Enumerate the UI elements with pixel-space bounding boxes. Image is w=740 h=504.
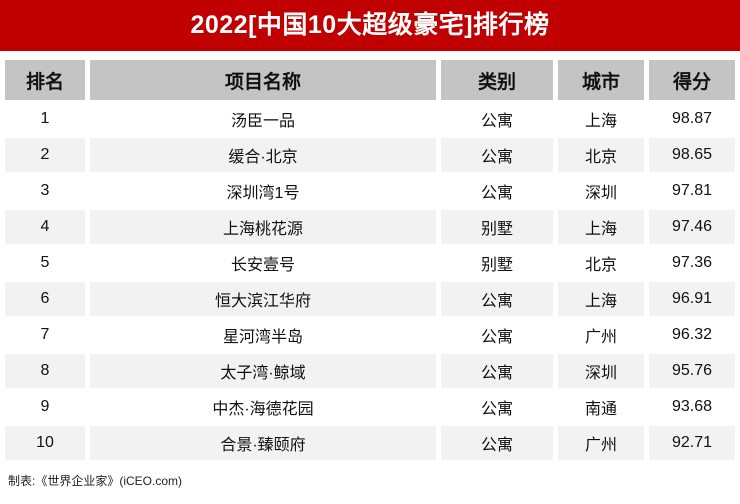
cell-city: 广州 [558, 318, 644, 352]
cell-rank: 10 [5, 426, 85, 460]
cell-name: 汤臣一品 [90, 102, 436, 136]
col-header-type: 类别 [441, 60, 553, 100]
cell-rank: 8 [5, 354, 85, 388]
cell-type: 公寓 [441, 174, 553, 208]
cell-city: 广州 [558, 426, 644, 460]
cell-type: 别墅 [441, 210, 553, 244]
source-credit: 制表:《世界企业家》(iCEO.com) [8, 474, 183, 488]
cell-type: 公寓 [441, 390, 553, 424]
table-row: 6 恒大滨江华府 公寓 上海 96.91 [5, 282, 735, 316]
table-row: 4 上海桃花源 别墅 上海 97.46 [5, 210, 735, 244]
cell-rank: 5 [5, 246, 85, 280]
cell-rank: 1 [5, 102, 85, 136]
table-row: 1 汤臣一品 公寓 上海 98.87 [5, 102, 735, 136]
cell-name: 合景·臻颐府 [90, 426, 436, 460]
cell-city: 上海 [558, 282, 644, 316]
cell-name: 星河湾半岛 [90, 318, 436, 352]
cell-type: 公寓 [441, 318, 553, 352]
table-row: 7 星河湾半岛 公寓 广州 96.32 [5, 318, 735, 352]
cell-score: 96.32 [649, 318, 735, 352]
title-bar: 2022[中国10大超级豪宅]排行榜 [0, 0, 740, 51]
col-header-name: 项目名称 [90, 60, 436, 100]
cell-score: 98.87 [649, 102, 735, 136]
cell-type: 公寓 [441, 426, 553, 460]
cell-name: 恒大滨江华府 [90, 282, 436, 316]
cell-score: 97.46 [649, 210, 735, 244]
cell-name: 太子湾·鲸域 [90, 354, 436, 388]
ranking-table: 排名 项目名称 类别 城市 得分 1 汤臣一品 公寓 上海 98.87 2 缓合… [0, 58, 740, 462]
col-header-score: 得分 [649, 60, 735, 100]
cell-type: 公寓 [441, 102, 553, 136]
table-row: 5 长安壹号 别墅 北京 97.36 [5, 246, 735, 280]
cell-name: 缓合·北京 [90, 138, 436, 172]
cell-city: 南通 [558, 390, 644, 424]
table-row: 8 太子湾·鲸域 公寓 深圳 95.76 [5, 354, 735, 388]
cell-name: 中杰·海德花园 [90, 390, 436, 424]
cell-name: 长安壹号 [90, 246, 436, 280]
cell-city: 上海 [558, 210, 644, 244]
cell-rank: 4 [5, 210, 85, 244]
cell-score: 97.81 [649, 174, 735, 208]
cell-score: 96.91 [649, 282, 735, 316]
cell-type: 公寓 [441, 354, 553, 388]
cell-score: 98.65 [649, 138, 735, 172]
cell-type: 公寓 [441, 282, 553, 316]
cell-rank: 6 [5, 282, 85, 316]
cell-name: 上海桃花源 [90, 210, 436, 244]
cell-city: 北京 [558, 246, 644, 280]
header-row: 排名 项目名称 类别 城市 得分 [5, 60, 735, 100]
cell-city: 北京 [558, 138, 644, 172]
cell-score: 97.36 [649, 246, 735, 280]
page-title: 2022[中国10大超级豪宅]排行榜 [190, 11, 550, 39]
cell-city: 深圳 [558, 174, 644, 208]
table-row: 9 中杰·海德花园 公寓 南通 93.68 [5, 390, 735, 424]
table-row: 2 缓合·北京 公寓 北京 98.65 [5, 138, 735, 172]
cell-city: 深圳 [558, 354, 644, 388]
cell-rank: 2 [5, 138, 85, 172]
cell-type: 别墅 [441, 246, 553, 280]
table-row: 10 合景·臻颐府 公寓 广州 92.71 [5, 426, 735, 460]
cell-type: 公寓 [441, 138, 553, 172]
table-row: 3 深圳湾1号 公寓 深圳 97.81 [5, 174, 735, 208]
col-header-city: 城市 [558, 60, 644, 100]
cell-score: 93.68 [649, 390, 735, 424]
cell-rank: 3 [5, 174, 85, 208]
cell-score: 92.71 [649, 426, 735, 460]
cell-city: 上海 [558, 102, 644, 136]
cell-rank: 7 [5, 318, 85, 352]
cell-score: 95.76 [649, 354, 735, 388]
cell-rank: 9 [5, 390, 85, 424]
cell-name: 深圳湾1号 [90, 174, 436, 208]
col-header-rank: 排名 [5, 60, 85, 100]
